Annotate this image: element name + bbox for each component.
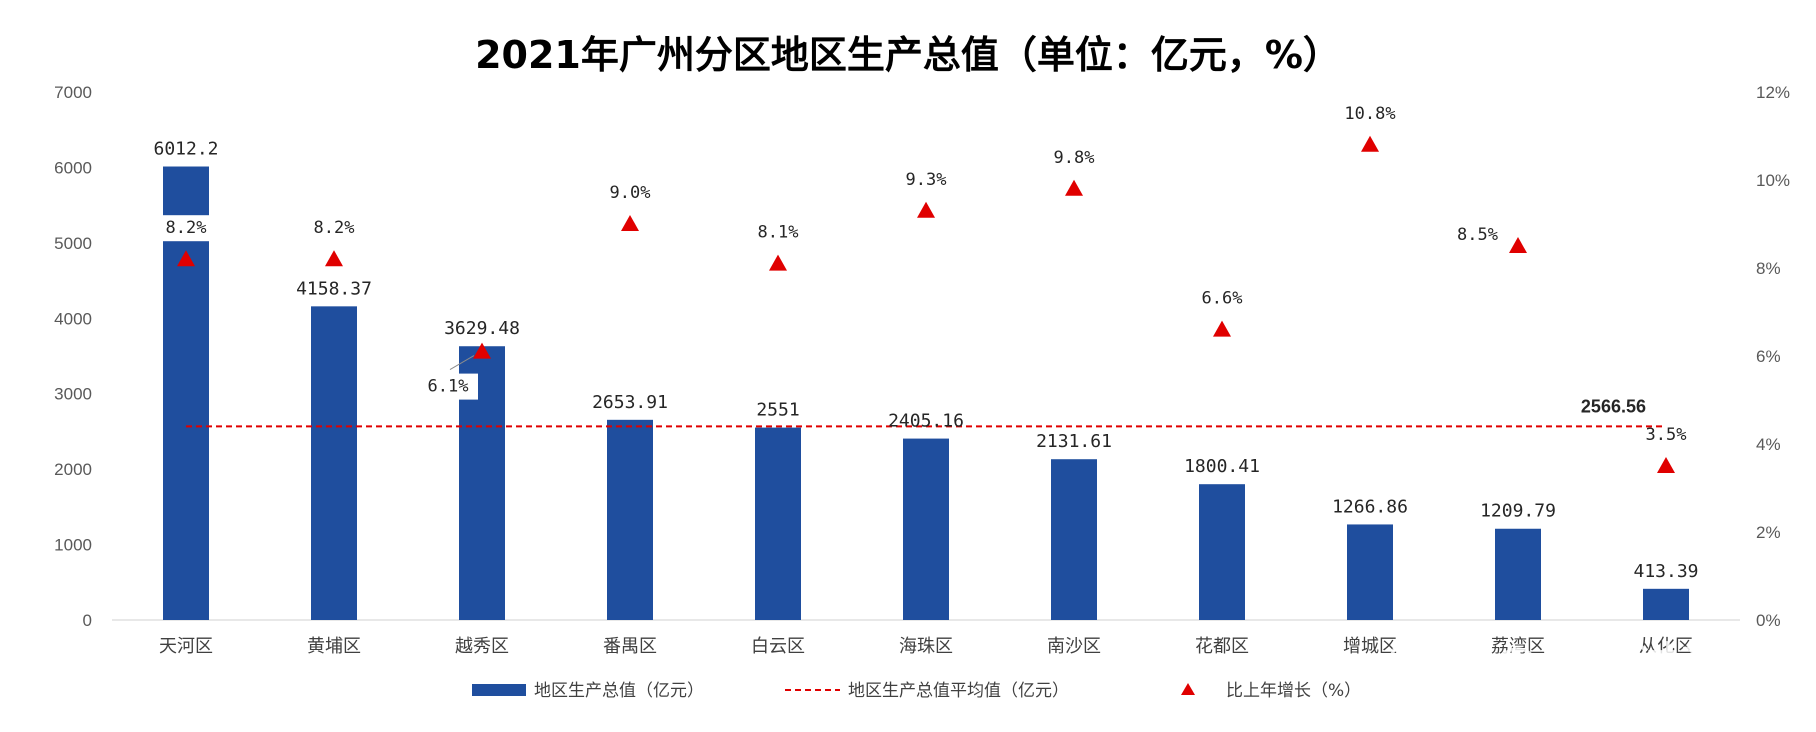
bar-value-label: 1266.86 [1332, 496, 1408, 517]
y-left-tick-label: 7000 [54, 83, 92, 102]
bar-value-label: 6012.2 [153, 139, 218, 160]
y-right-tick-label: 6% [1756, 347, 1781, 366]
y-left-tick-label: 4000 [54, 309, 92, 328]
bar-series [163, 166, 1689, 620]
bar-value-label: 2653.91 [592, 392, 668, 413]
bar-value-label: 2405.16 [888, 411, 964, 432]
x-category-label: 从化区 [1639, 636, 1693, 657]
x-category-label: 南沙区 [1047, 636, 1101, 657]
average-value-label: 2566.56 [1581, 396, 1646, 416]
bar [1051, 459, 1097, 620]
growth-value-label: 9.0% [610, 183, 651, 203]
growth-marker [621, 215, 639, 231]
watermark: 知乎 @小周讲产业 [1387, 637, 1770, 691]
y-left-tick-label: 6000 [54, 158, 92, 177]
bar [755, 427, 801, 620]
growth-value-label: 10.8% [1344, 104, 1395, 124]
growth-marker [325, 250, 343, 267]
growth-value-label: 3.5% [1646, 425, 1687, 445]
y-right-tick-label: 2% [1756, 523, 1781, 542]
x-category-label: 天河区 [159, 636, 213, 657]
growth-marker [1213, 320, 1231, 337]
y-left-tick-label: 5000 [54, 234, 92, 253]
y-left-tick-label: 3000 [54, 385, 92, 404]
bar-value-label: 3629.48 [444, 318, 520, 339]
growth-marker [917, 201, 935, 218]
bar [1643, 588, 1689, 620]
bar-value-label: 2131.61 [1036, 431, 1112, 452]
growth-value-label: 8.2% [314, 218, 355, 238]
bar-value-label: 1800.41 [1184, 456, 1260, 477]
x-category-label: 海珠区 [899, 636, 953, 657]
y-right-tick-label: 10% [1756, 171, 1790, 190]
growth-marker [473, 342, 491, 359]
data-labels: 6012.2 4158.37 3629.48 2653.91 2551 2405.16 21… [153, 104, 1698, 582]
bar [607, 419, 653, 620]
x-category-label: 黄埔区 [307, 636, 361, 657]
y-right-tick-label: 4% [1756, 435, 1781, 454]
bar-value-label: 4158.37 [296, 278, 372, 299]
growth-value-label: 8.2% [166, 218, 207, 238]
bar-value-label: 413.39 [1633, 561, 1698, 582]
bar-value-label: 2551 [756, 400, 799, 421]
legend-swatch-bar [472, 684, 526, 696]
chart-title: 2021年广州分区地区生产总值（单位：亿元，%） [475, 33, 1341, 77]
y-right-tick-label: 12% [1756, 83, 1790, 102]
bar-value-label: 1209.79 [1480, 501, 1556, 522]
y-left-tick-label: 1000 [54, 536, 92, 555]
growth-value-label: 8.1% [758, 223, 799, 243]
axes: 0 1000 2000 3000 4000 5000 6000 7000 0% 2% 4% 6% 8% 1… [54, 83, 1790, 657]
legend: 地区生产总值（亿元） 地区生产总值平均值（亿元） 比上年增长（%） [472, 681, 1361, 701]
bar [1199, 484, 1245, 620]
y-right-tick-label: 8% [1756, 259, 1781, 278]
growth-value-label: 6.6% [1202, 289, 1243, 309]
y-left-tick-label: 2000 [54, 460, 92, 479]
growth-value-label: 8.5% [1457, 225, 1498, 245]
growth-marker [1065, 179, 1083, 196]
bar [1347, 524, 1393, 620]
growth-marker [1657, 457, 1675, 473]
y-left-tick-label: 0 [83, 611, 92, 630]
y-right-tick-label: 0% [1756, 611, 1781, 630]
growth-label-background [418, 373, 478, 400]
growth-marker-series [177, 135, 1675, 473]
growth-marker [1509, 237, 1527, 253]
legend-label: 地区生产总值（亿元） [534, 681, 704, 701]
leader-line [449, 355, 475, 371]
x-category-label: 番禺区 [603, 636, 657, 657]
growth-marker [769, 254, 787, 271]
bar [903, 438, 949, 620]
legend-swatch-marker [1181, 683, 1195, 695]
growth-marker [1361, 135, 1379, 152]
x-category-label: 白云区 [751, 636, 805, 657]
growth-value-label: 9.3% [906, 170, 947, 190]
bar [1495, 528, 1541, 620]
bar [163, 166, 209, 620]
growth-marker [177, 250, 195, 267]
growth-value-label: 9.8% [1054, 148, 1095, 168]
x-category-label: 增城区 [1343, 636, 1397, 657]
growth-label-background [156, 215, 216, 242]
average-line-series: 2566.56 [186, 396, 1666, 428]
x-category-label: 荔湾区 [1491, 636, 1545, 657]
growth-value-label: 6.1% [428, 377, 469, 397]
x-category-label: 越秀区 [455, 636, 509, 657]
legend-label: 地区生产总值平均值（亿元） [848, 681, 1069, 701]
x-category-label: 花都区 [1195, 636, 1249, 657]
legend-label: 比上年增长（%） [1226, 681, 1361, 701]
bar [311, 306, 357, 620]
